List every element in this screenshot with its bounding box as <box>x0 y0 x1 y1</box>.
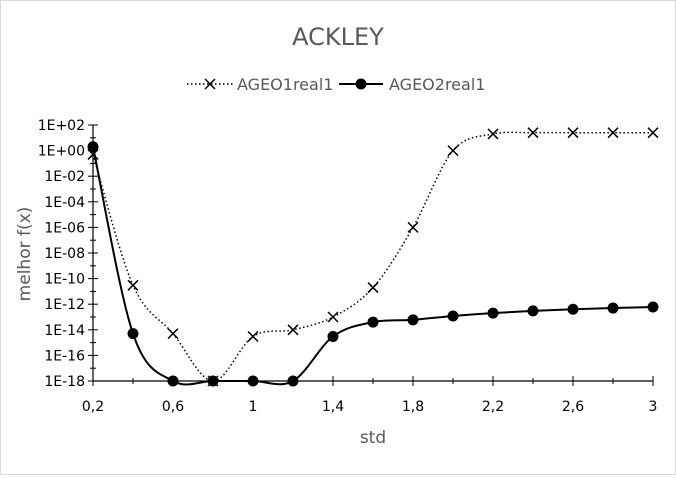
y-tick-label: 1E-06 <box>44 220 85 236</box>
data-point <box>127 279 139 291</box>
y-tick-label: 1E-18 <box>44 374 85 390</box>
y-tick-label: 1E-02 <box>44 169 85 185</box>
data-point <box>647 301 659 313</box>
data-point <box>647 127 659 139</box>
x-tick-label: 1,4 <box>322 399 344 415</box>
x-tick-label: 2,6 <box>562 399 584 415</box>
data-point <box>487 307 499 319</box>
x-tick-label: 1,8 <box>402 399 424 415</box>
data-point <box>167 375 179 387</box>
axes: 1E+02 1E+00 1E-02 1E-04 1E-06 1E-08 1E-10 1E-12… <box>38 118 658 415</box>
data-point <box>127 328 139 340</box>
y-tick-label: 1E-14 <box>44 323 85 339</box>
data-point <box>327 330 339 342</box>
data-point <box>567 127 579 139</box>
chart-title: ACKLEY <box>292 23 384 51</box>
legend-entry-ageo1: AGEO1real1 <box>187 75 333 94</box>
data-point <box>367 282 379 294</box>
series-AGEO1real1 <box>87 127 659 387</box>
x-axis-label: std <box>360 428 386 448</box>
data-point <box>207 375 219 387</box>
data-point <box>607 302 619 314</box>
data-point <box>447 145 459 157</box>
x-tick-label: 1 <box>249 399 258 415</box>
data-point <box>367 316 379 328</box>
y-tick-label: 1E-12 <box>44 297 85 313</box>
series-layer <box>87 127 659 387</box>
data-point <box>487 128 499 140</box>
series-AGEO2real1 <box>87 141 659 387</box>
y-tick-label: 1E+00 <box>38 144 85 160</box>
data-point <box>407 221 419 233</box>
x-tick-label: 0,6 <box>162 399 184 415</box>
legend-marker-ageo1 <box>204 78 216 90</box>
legend-label-ageo1: AGEO1real1 <box>237 75 333 94</box>
legend: AGEO1real1 AGEO2real1 <box>187 75 485 94</box>
x-tick-label: 2,2 <box>482 399 504 415</box>
legend-label-ageo2: AGEO2real1 <box>389 75 485 94</box>
data-point <box>287 375 299 387</box>
series-line-AGEO2real1 <box>92 146 654 386</box>
data-point <box>407 314 419 326</box>
y-tick-label: 1E-16 <box>44 348 85 364</box>
series-line-AGEO1real1 <box>92 131 653 382</box>
y-axis-label: melhor f(x) <box>15 207 35 302</box>
data-point <box>527 127 539 139</box>
data-point <box>247 375 259 387</box>
data-point <box>607 127 619 139</box>
y-tick-label: 1E-04 <box>44 195 85 211</box>
data-point <box>567 303 579 315</box>
data-point <box>87 141 99 153</box>
legend-marker-ageo2 <box>355 78 367 90</box>
data-point <box>167 328 179 340</box>
x-tick-label: 3 <box>649 399 658 415</box>
data-point <box>527 305 539 317</box>
data-point <box>447 310 459 322</box>
data-point <box>327 311 339 323</box>
y-tick-label: 1E+02 <box>38 118 85 134</box>
data-point <box>287 324 299 336</box>
y-tick-label: 1E-08 <box>44 246 85 262</box>
data-point <box>247 330 259 343</box>
legend-entry-ageo2: AGEO2real1 <box>339 75 485 94</box>
y-tick-label: 1E-10 <box>44 272 85 288</box>
x-tick-label: 0,2 <box>82 399 104 415</box>
